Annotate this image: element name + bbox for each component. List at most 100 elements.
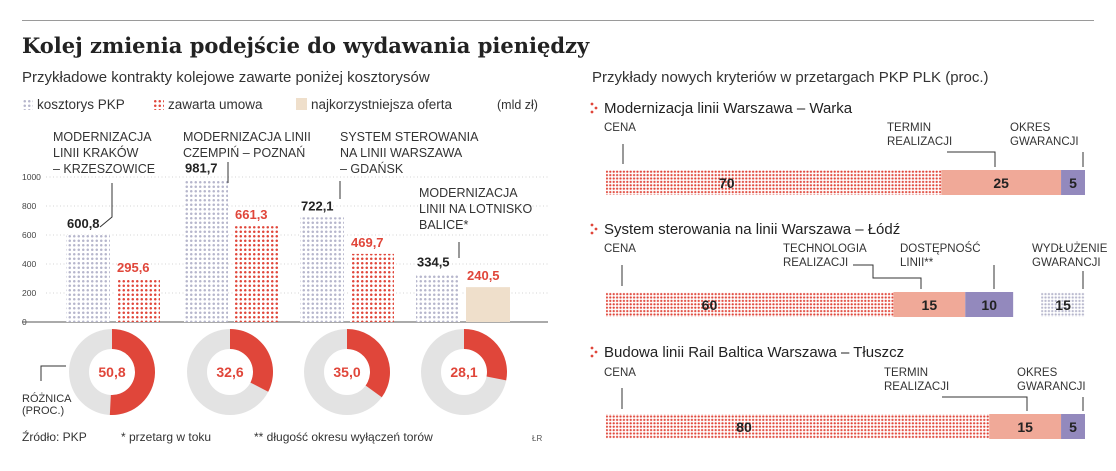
stack-segment <box>606 292 894 317</box>
stack-segment <box>1061 170 1085 195</box>
legend-label-pkp: kosztorys PKP <box>37 97 125 112</box>
bar-label-pkp: 981,7 <box>185 161 218 176</box>
category-label: LINII KRAKÓW <box>53 145 139 160</box>
credit: ŁR <box>532 434 542 443</box>
category-label: SYSTEM STEROWANIA <box>340 130 479 144</box>
segment-label: 5 <box>1069 175 1077 191</box>
segment-category: CENA <box>604 243 636 255</box>
row-marker <box>590 102 594 106</box>
donut-slice <box>230 329 274 392</box>
stack-segment <box>606 170 942 195</box>
left-subtitle: Przykładowe kontrakty kolejowe zawarte p… <box>22 69 430 86</box>
footnote: * przetarg w toku <box>121 430 211 444</box>
bar-pkp <box>184 179 228 322</box>
segment-category: LINII** <box>900 257 934 269</box>
segment-category: GWARANCJI <box>1032 257 1101 269</box>
category-label: – GDAŃSK <box>340 161 404 176</box>
donut-slice <box>109 329 156 415</box>
category-label: LINII NA LOTNISKO <box>419 202 533 216</box>
segment-category: GWARANCJI <box>1010 136 1079 148</box>
y-tick-label: 200 <box>22 288 36 298</box>
segment-label: 15 <box>1055 297 1071 313</box>
segment-category: TERMIN <box>884 367 928 379</box>
segment-category: TECHNOLOGIA <box>783 243 867 255</box>
segment-category: REALIZACJI <box>884 381 949 393</box>
bar-label-other: 240,5 <box>467 268 500 283</box>
right-subtitle: Przykłady nowych kryteriów w przetargach… <box>592 69 989 86</box>
stack-segment <box>1041 292 1085 317</box>
segment-label: 70 <box>719 175 735 191</box>
bar-label-other: 295,6 <box>117 260 150 275</box>
y-tick-label: 600 <box>22 230 36 240</box>
leader-line <box>40 365 66 381</box>
segment-label: 15 <box>1017 419 1033 435</box>
bar-pkp <box>416 273 460 322</box>
leader-line <box>853 264 922 289</box>
bar-label-pkp: 334,5 <box>417 254 450 269</box>
row-title: System sterowania na linii Warszawa – Łó… <box>604 221 900 238</box>
row-title: Budowa linii Rail Baltica Warszawa – Tłu… <box>604 344 904 361</box>
segment-category: WYDŁUŻENIE <box>1032 242 1108 255</box>
category-label: BALICE* <box>419 218 468 232</box>
segment-category: GWARANCJI <box>1017 381 1086 393</box>
legend-swatch-best <box>296 98 307 110</box>
legend-swatch-pkp <box>22 98 33 110</box>
segment-category: DOSTĘPNOŚĆ <box>900 242 981 255</box>
stack-segment <box>1061 414 1085 439</box>
bar-label-other: 469,7 <box>351 235 384 250</box>
donut-label: 50,8 <box>98 364 125 380</box>
bar-best <box>466 287 510 322</box>
row-marker <box>590 110 594 114</box>
bar-label-pkp: 600,8 <box>67 216 100 231</box>
row-marker <box>590 354 594 358</box>
row-marker <box>590 346 594 350</box>
segment-label: 10 <box>981 297 997 313</box>
segment-label: 5 <box>1069 419 1077 435</box>
row-marker <box>594 350 598 354</box>
leader-line <box>99 183 113 228</box>
donut-label: 28,1 <box>450 364 477 380</box>
donut-slice <box>464 329 507 381</box>
stack-segment <box>989 414 1062 439</box>
stack-segment <box>941 170 1062 195</box>
y-tick-label: 400 <box>22 259 36 269</box>
legend-swatch-contract <box>153 98 164 110</box>
row-marker <box>590 231 594 235</box>
y-tick-label: 1000 <box>22 172 41 182</box>
legend-label-contract: zawarta umowa <box>168 97 263 112</box>
footnote: ** długość okresu wyłączeń torów <box>254 430 433 444</box>
bar-pkp <box>300 217 344 322</box>
category-label: MODERNIZACJA <box>53 130 152 144</box>
diff-label: RÓŻNICA <box>22 392 72 405</box>
segment-category: TERMIN <box>887 122 931 134</box>
segment-label: 15 <box>922 297 938 313</box>
leader-line <box>942 396 1028 411</box>
segment-category: OKRES <box>1010 122 1051 134</box>
stack-segment <box>606 414 990 439</box>
diff-label: (PROC.) <box>22 405 64 417</box>
row-marker <box>594 227 598 231</box>
category-label: MODERNIZACJA <box>419 186 518 200</box>
bar-contract <box>234 226 278 322</box>
category-label: – KRZESZOWICE <box>53 162 155 176</box>
bar-contract <box>350 253 394 322</box>
bar-pkp <box>66 234 110 322</box>
category-label: CZEMPIŃ – POZNAŃ <box>183 145 305 160</box>
unit-label: (mld zł) <box>497 98 538 112</box>
row-title: Modernizacja linii Warszawa – Warka <box>604 100 853 117</box>
category-label: MODERNIZACJA LINII <box>183 130 311 144</box>
segment-label: 25 <box>993 175 1009 191</box>
leader-line <box>947 151 996 167</box>
donut-slice <box>347 329 390 398</box>
bar-label-pkp: 722,1 <box>301 198 334 213</box>
segment-category: REALIZACJI <box>887 136 952 148</box>
segment-label: 60 <box>702 297 718 313</box>
page-title: Kolej zmienia podejście do wydawania pie… <box>22 33 590 58</box>
donut-label: 32,6 <box>216 364 243 380</box>
segment-label: 80 <box>736 419 752 435</box>
donut-label: 35,0 <box>333 364 360 380</box>
segment-category: CENA <box>604 367 636 379</box>
y-tick-label: 800 <box>22 201 36 211</box>
